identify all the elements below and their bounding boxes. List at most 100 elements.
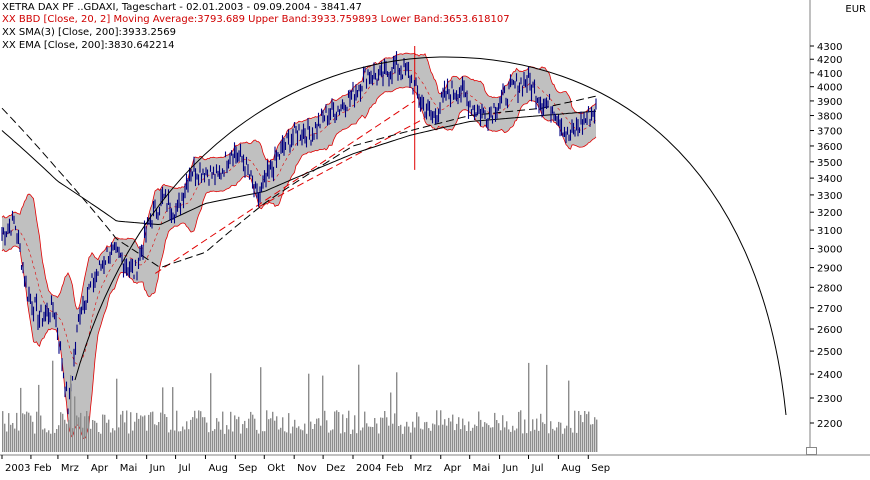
volume-bar xyxy=(86,411,88,452)
x-tick-label: Sep xyxy=(591,463,610,474)
volume-bar xyxy=(212,430,214,452)
volume-bar xyxy=(350,434,352,452)
volume-bar xyxy=(164,414,166,452)
volume-bar xyxy=(356,433,358,452)
volume-bar xyxy=(534,429,536,452)
volume-bar xyxy=(84,416,86,452)
y-tick-label: 4100 xyxy=(817,69,842,80)
volume-bar xyxy=(202,417,204,452)
volume-bar xyxy=(564,428,566,452)
volume-bar xyxy=(504,427,506,452)
volume-bar xyxy=(306,433,308,452)
volume-bar xyxy=(374,418,376,452)
volume-bar xyxy=(588,411,590,452)
volume-bar xyxy=(254,418,256,452)
y-tick-label: 2600 xyxy=(817,325,842,336)
volume-bar xyxy=(322,375,324,452)
volume-bar xyxy=(510,431,512,452)
volume-bar xyxy=(132,430,134,452)
volume-bar xyxy=(428,428,430,452)
volume-bar xyxy=(126,410,128,452)
volume-bar xyxy=(418,416,420,452)
volume-bar xyxy=(444,419,446,452)
volume-bar xyxy=(542,422,544,452)
x-tick-label: Aug xyxy=(208,463,228,474)
volume-bar xyxy=(576,432,578,452)
volume-bar xyxy=(6,431,8,452)
volume-bar xyxy=(404,426,406,452)
volume-bar xyxy=(412,421,414,452)
volume-bar xyxy=(580,414,582,452)
volume-bar xyxy=(102,414,104,452)
volume-bar xyxy=(138,418,140,452)
volume-bar xyxy=(226,425,228,452)
volume-bar xyxy=(582,422,584,452)
volume-bar xyxy=(500,430,502,452)
y-tick-label: 2300 xyxy=(817,394,842,405)
volume-bar xyxy=(268,419,270,452)
volume-bar xyxy=(308,373,310,452)
volume-bar xyxy=(294,419,296,452)
volume-bar xyxy=(54,432,56,452)
volume-bar xyxy=(370,426,372,452)
volume-bar xyxy=(484,422,486,452)
y-tick-label: 3500 xyxy=(817,158,842,169)
y-tick-label: 3300 xyxy=(817,191,842,202)
bbd-indicator-legend: XX BBD [Close, 20, 2] Moving Average:379… xyxy=(2,14,510,25)
volume-bar xyxy=(238,416,240,452)
volume-bar xyxy=(46,432,48,452)
volume-bar xyxy=(192,417,194,452)
volume-bar xyxy=(392,423,394,452)
x-tick-label: Nov xyxy=(297,463,317,474)
y-tick-label: 4200 xyxy=(817,55,842,66)
volume-bar xyxy=(88,416,90,452)
volume-bar xyxy=(256,429,258,452)
volume-bar xyxy=(434,424,436,452)
volume-bar xyxy=(276,416,278,452)
volume-bar xyxy=(34,433,36,452)
volume-bar xyxy=(400,424,402,452)
volume-bar xyxy=(366,423,368,452)
volume-bar xyxy=(512,425,514,452)
volume-bar xyxy=(166,417,168,452)
volume-bar xyxy=(214,429,216,452)
volume-bar xyxy=(264,431,266,452)
y-tick-label: 3100 xyxy=(817,226,842,237)
volume-bar xyxy=(184,429,186,452)
volume-bar xyxy=(14,428,16,452)
volume-bar xyxy=(286,432,288,452)
volume-bar xyxy=(250,411,252,452)
volume-bar xyxy=(242,424,244,452)
volume-bar xyxy=(336,410,338,452)
volume-bar xyxy=(416,412,418,452)
volume-bar xyxy=(284,431,286,452)
resize-corner[interactable] xyxy=(806,447,817,455)
volume-bar xyxy=(124,422,126,452)
volume-bar xyxy=(490,427,492,452)
volume-bar xyxy=(358,364,360,452)
volume-bar xyxy=(108,419,110,452)
volume-bar xyxy=(586,414,588,452)
volume-bar xyxy=(130,412,132,452)
volume-bar xyxy=(300,429,302,452)
volume-bar xyxy=(26,411,28,452)
volume-bar xyxy=(354,415,356,452)
volume-bar xyxy=(452,414,454,452)
volume-bar xyxy=(272,411,274,452)
volume-bar xyxy=(154,424,156,452)
volume-bar xyxy=(110,432,112,452)
volume-bar xyxy=(314,424,316,452)
volume-bar xyxy=(324,410,326,452)
x-tick-label: 2004 xyxy=(356,463,381,474)
volume-bar xyxy=(114,430,116,452)
volume-bar xyxy=(206,422,208,452)
volume-bar xyxy=(196,418,198,452)
volume-bar xyxy=(210,373,212,452)
y-tick-label: 4000 xyxy=(817,83,842,94)
volume-bar xyxy=(302,430,304,452)
volume-bar xyxy=(460,429,462,452)
volume-bar xyxy=(572,432,574,452)
cycle-arc xyxy=(74,56,787,416)
